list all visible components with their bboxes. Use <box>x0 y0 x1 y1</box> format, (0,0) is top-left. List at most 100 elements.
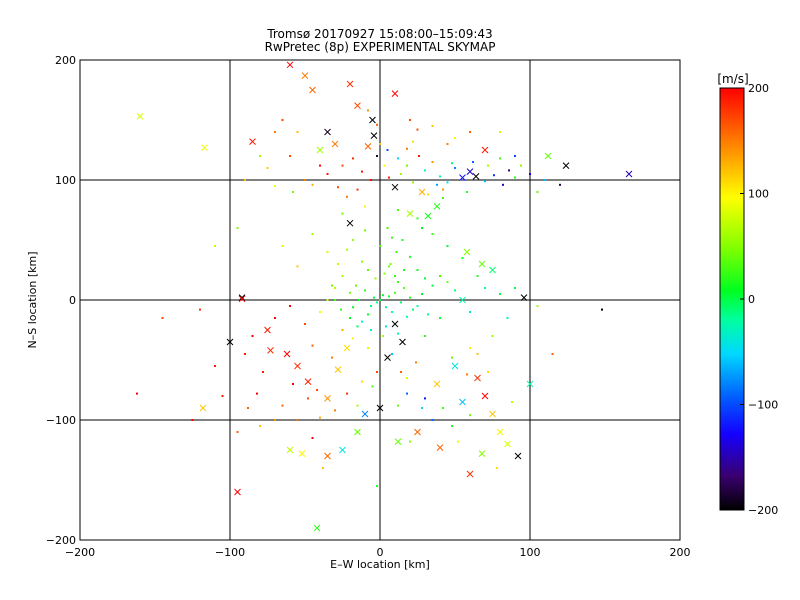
data-points <box>136 61 633 532</box>
data-point-cross <box>226 338 234 346</box>
data-point-dot <box>446 143 449 145</box>
data-point-dot <box>442 407 444 409</box>
data-point-cross <box>298 450 306 457</box>
data-point-cross <box>459 174 466 181</box>
x-axis-label: E–W location [km] <box>330 558 430 571</box>
data-point-dot <box>424 335 426 337</box>
data-point-cross <box>331 140 339 148</box>
data-point-dot <box>376 485 378 487</box>
data-point-dot <box>395 251 398 253</box>
data-point-cross <box>406 210 414 217</box>
data-point-dot <box>397 157 399 160</box>
data-point-dot <box>337 263 339 265</box>
data-point-dot <box>484 287 486 289</box>
data-point-dot <box>389 263 392 265</box>
data-point-cross <box>418 188 426 196</box>
data-point-dot <box>439 175 441 178</box>
data-point-dot <box>484 180 486 183</box>
data-point-dot <box>274 185 276 187</box>
data-point-dot <box>409 119 411 121</box>
data-point-dot <box>514 176 516 179</box>
data-point-dot <box>370 329 372 331</box>
data-point-dot <box>346 248 348 251</box>
data-point-dot <box>431 125 434 127</box>
data-point-cross <box>354 428 361 436</box>
data-point-cross <box>136 113 144 120</box>
data-point-dot <box>427 193 429 196</box>
data-point-dot <box>544 179 546 181</box>
data-point-dot <box>388 295 390 298</box>
data-point-cross <box>481 392 489 400</box>
data-point-cross <box>361 410 369 418</box>
data-point-dot <box>514 287 516 289</box>
data-point-dot <box>499 293 501 295</box>
data-point-cross <box>489 266 496 274</box>
data-point-dot <box>439 317 441 319</box>
data-point-dot <box>416 269 419 271</box>
data-point-dot <box>244 179 246 181</box>
data-point-dot <box>394 291 396 294</box>
data-point-dot <box>334 287 336 289</box>
data-point-dot <box>236 227 239 229</box>
data-point-dot <box>214 365 216 367</box>
data-point-dot <box>427 313 429 316</box>
data-point-dot <box>491 335 494 337</box>
data-point-cross <box>346 219 354 227</box>
data-point-cross <box>339 446 346 454</box>
data-point-dot <box>506 317 509 319</box>
data-point-dot <box>400 301 402 304</box>
data-point-cross <box>496 428 504 436</box>
data-point-dot <box>424 169 426 172</box>
data-point-dot <box>367 347 369 349</box>
data-point-cross <box>399 338 406 346</box>
data-point-dot <box>461 257 464 259</box>
data-point-dot <box>406 147 408 150</box>
data-point-dot <box>386 227 389 229</box>
data-point-cross <box>313 524 321 532</box>
data-point-dot <box>296 419 299 421</box>
data-point-dot <box>442 188 444 191</box>
data-point-cross <box>286 446 294 454</box>
colorbar-tick-label: 0 <box>748 293 755 306</box>
data-point-dot <box>292 383 294 385</box>
data-point-dot <box>326 173 329 175</box>
data-point-dot <box>502 183 504 186</box>
data-point-dot <box>385 306 387 309</box>
colorbar-tick-label: 200 <box>748 82 769 95</box>
data-point-cross <box>201 144 208 151</box>
data-point-dot <box>406 315 408 318</box>
data-point-cross <box>301 72 309 79</box>
data-point-dot <box>371 385 374 388</box>
data-point-dot <box>499 131 501 133</box>
data-point-dot <box>274 419 276 421</box>
data-point-dot <box>281 245 284 247</box>
data-point-dot <box>416 217 419 220</box>
data-point-dot <box>361 320 363 323</box>
data-point-dot <box>397 332 399 335</box>
data-point-dot <box>266 167 269 169</box>
data-point-cross <box>481 146 489 154</box>
data-point-dot <box>493 174 495 177</box>
data-point-dot <box>397 281 399 283</box>
data-point-dot <box>446 281 449 283</box>
data-point-dot <box>236 431 239 433</box>
data-point-dot <box>416 128 419 131</box>
data-point-dot <box>403 287 405 289</box>
data-point-dot <box>412 308 414 311</box>
x-tick-label: 200 <box>670 546 691 559</box>
data-point-dot <box>311 344 314 347</box>
data-point-dot <box>311 233 314 235</box>
data-point-cross <box>472 173 480 180</box>
data-point-dot <box>289 155 291 157</box>
data-point-cross <box>324 452 331 460</box>
data-point-dot <box>251 335 254 337</box>
data-point-dot <box>352 337 354 340</box>
data-point-cross <box>625 170 633 178</box>
data-point-dot <box>374 277 377 280</box>
data-point-dot <box>520 164 522 167</box>
data-point-dot <box>514 155 516 157</box>
data-point-dot <box>376 301 378 304</box>
data-point-dot <box>352 239 354 241</box>
data-point-dot <box>247 407 249 409</box>
data-point-dot <box>340 308 342 311</box>
